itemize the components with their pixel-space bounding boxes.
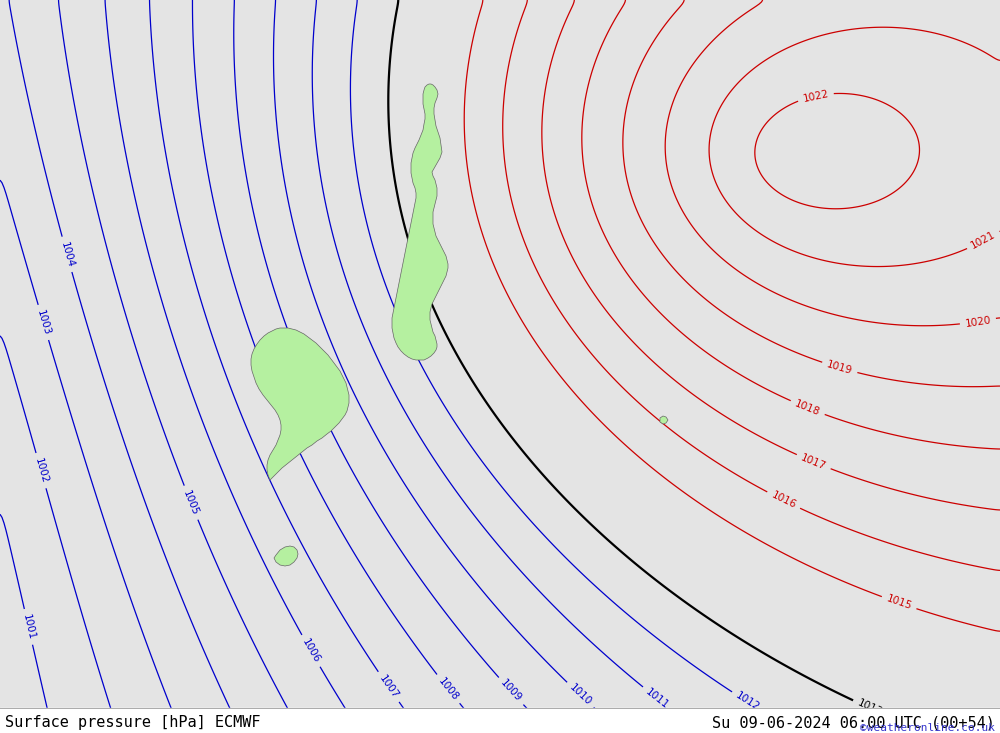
Text: 1016: 1016: [770, 490, 798, 511]
Text: 1008: 1008: [436, 676, 460, 702]
Text: 1012: 1012: [734, 690, 761, 713]
Polygon shape: [392, 84, 448, 360]
Polygon shape: [251, 328, 349, 480]
Text: 1002: 1002: [33, 457, 49, 485]
Text: Surface pressure [hPa] ECMWF: Surface pressure [hPa] ECMWF: [5, 715, 260, 730]
Text: 1018: 1018: [794, 398, 822, 417]
Polygon shape: [660, 416, 668, 424]
Text: 1005: 1005: [181, 489, 201, 517]
Text: 1003: 1003: [35, 309, 52, 336]
Text: 1009: 1009: [498, 678, 524, 704]
Text: 1015: 1015: [885, 594, 913, 612]
Text: 1022: 1022: [802, 88, 830, 103]
Text: Su 09-06-2024 06:00 UTC (00+54): Su 09-06-2024 06:00 UTC (00+54): [712, 715, 995, 730]
Polygon shape: [274, 546, 298, 566]
Text: 1010: 1010: [567, 682, 593, 707]
Text: 1019: 1019: [826, 359, 854, 376]
Text: 1004: 1004: [59, 240, 75, 268]
Text: 1001: 1001: [21, 613, 36, 641]
Text: 1021: 1021: [969, 229, 997, 251]
Text: 1006: 1006: [300, 637, 322, 665]
Text: ©weatheronline.co.uk: ©weatheronline.co.uk: [860, 723, 995, 733]
Text: 1013: 1013: [856, 698, 884, 718]
Text: 1007: 1007: [377, 674, 400, 701]
Text: 1020: 1020: [964, 314, 992, 328]
Text: 1011: 1011: [644, 686, 671, 710]
Text: 1017: 1017: [800, 452, 828, 471]
